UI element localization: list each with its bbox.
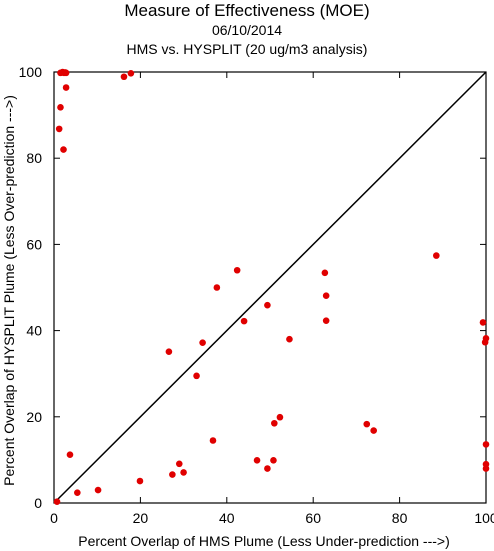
data-point (53, 498, 61, 506)
y-tick-label: 60 (26, 236, 42, 252)
x-tick-label: 20 (133, 510, 149, 526)
data-point (240, 317, 248, 325)
data-point (136, 477, 144, 485)
y-tick-label: 100 (19, 64, 43, 80)
chart-subtitle: HMS vs. HYSPLIT (20 ug/m3 analysis) (126, 41, 368, 57)
data-point (286, 335, 293, 343)
data-point (363, 420, 371, 428)
data-point (213, 284, 221, 291)
chart-title: Measure of Effectiveness (MOE) (124, 1, 370, 20)
x-tick-label: 60 (305, 510, 321, 526)
data-point (233, 266, 241, 274)
data-point (120, 73, 128, 81)
x-tick-label: 80 (392, 510, 408, 526)
data-point (55, 125, 63, 133)
plot-axes (53, 71, 487, 504)
data-point (253, 457, 261, 464)
one-to-one-line (53, 71, 487, 504)
data-point (482, 441, 490, 448)
data-point (322, 292, 330, 299)
data-point (94, 486, 102, 494)
data-point (271, 419, 278, 427)
x-tick-label: 0 (50, 510, 58, 526)
data-point (180, 469, 187, 476)
chart-date: 06/10/2014 (211, 22, 283, 38)
y-axis-label: Percent Overlap of HYSPLIT Plume (Less O… (1, 95, 17, 486)
data-point (66, 451, 74, 459)
data-point (370, 427, 377, 434)
y-tick-label: 80 (26, 150, 42, 166)
data-point (175, 460, 183, 468)
data-point (322, 317, 330, 324)
y-tick-label: 40 (26, 323, 42, 339)
data-point (62, 69, 70, 77)
y-tick-label: 20 (26, 409, 42, 425)
plot-frame (53, 71, 487, 504)
data-point (479, 319, 487, 326)
data-point (482, 465, 490, 472)
data-point (270, 457, 277, 464)
data-point (199, 339, 206, 346)
x-tick-label: 40 (219, 510, 235, 526)
data-point (482, 335, 490, 342)
data-point (209, 437, 217, 444)
tick-labels: 0 20 40 60 80 100 0 20 40 60 80 100 (19, 64, 494, 526)
data-point (321, 269, 329, 277)
data-point (60, 146, 67, 153)
data-point (276, 413, 284, 421)
x-axis-label: Percent Overlap of HMS Plume (Less Under… (78, 533, 450, 549)
tick-marks (53, 71, 487, 504)
data-point (433, 252, 440, 259)
data-point (57, 104, 64, 111)
data-point (169, 471, 176, 478)
data-point (193, 372, 200, 380)
data-point (264, 465, 271, 472)
data-point (74, 489, 81, 496)
data-point (165, 348, 173, 356)
data-point (62, 84, 70, 91)
data-point (264, 301, 271, 309)
x-tick-label: 100 (474, 510, 494, 526)
data-point (127, 69, 135, 77)
data-points (53, 68, 490, 506)
y-tick-label: 0 (34, 495, 42, 511)
